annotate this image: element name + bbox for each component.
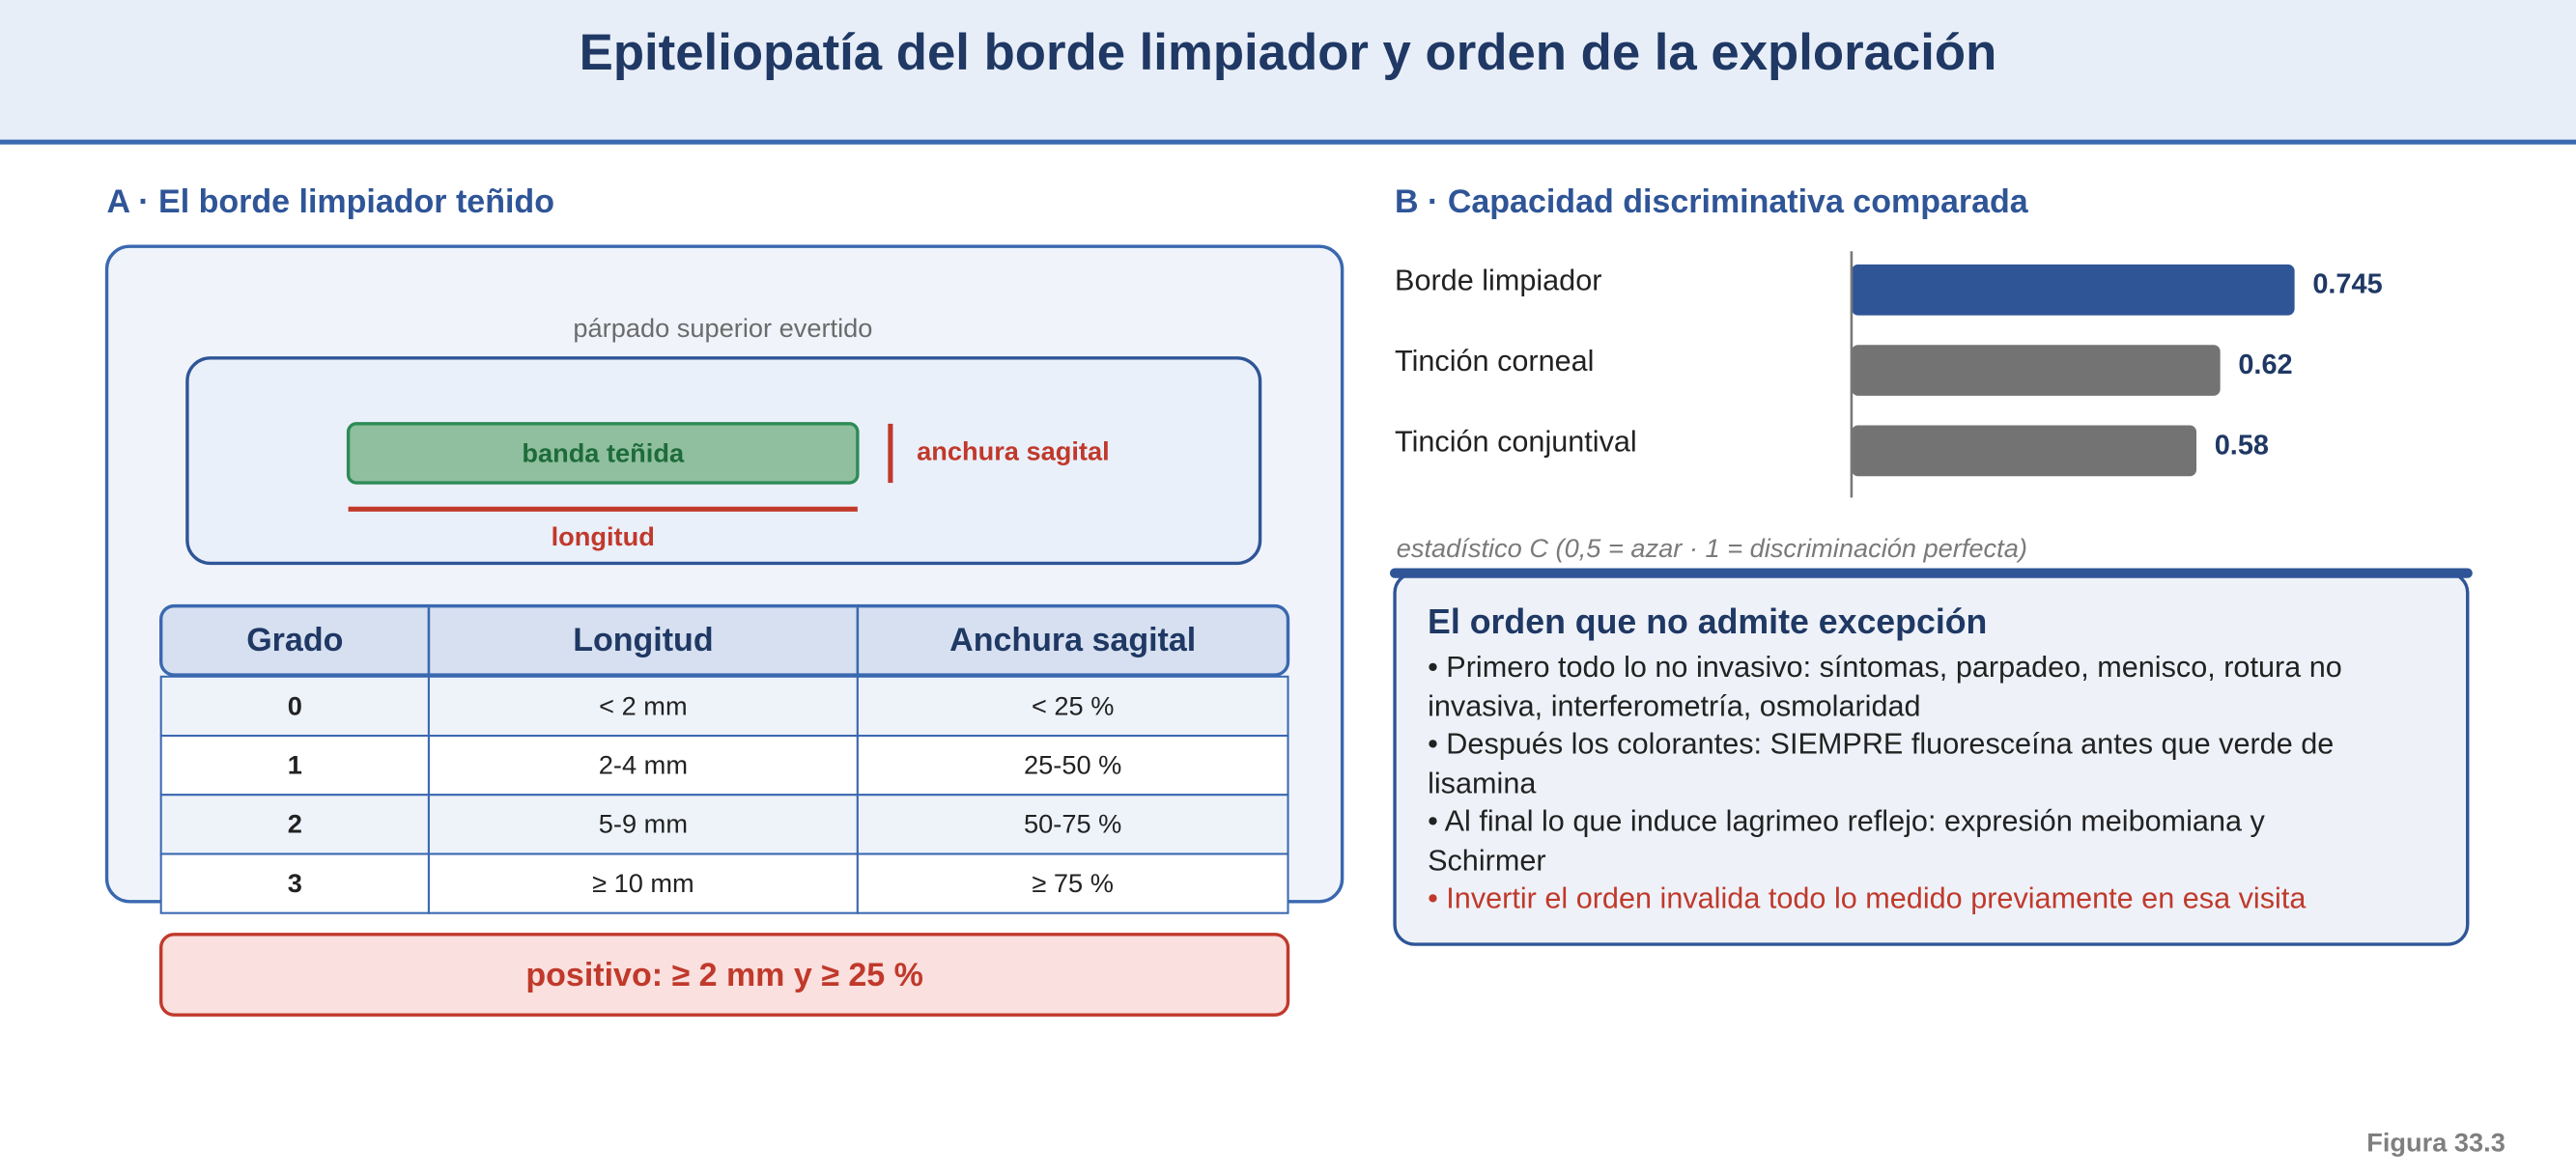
figure-label: Figura 33.3	[2366, 1128, 2505, 1158]
length-label: longitud	[552, 521, 655, 551]
table-cell-bg	[159, 675, 430, 738]
table-cell-bg	[427, 675, 859, 738]
eyelid-label: párpado superior evertido	[573, 313, 872, 343]
chart-title: B · Capacidad discriminativa comparada	[1395, 183, 2029, 220]
table-cell: < 25 %	[1032, 690, 1114, 720]
bullet-list: • Primero todo lo no invasivo: síntomas,…	[1428, 649, 2356, 919]
bullet: • Primero todo lo no invasivo: síntomas,…	[1428, 650, 2342, 722]
positive-criterion: positivo: ≥ 2 mm y ≥ 25 %	[525, 957, 922, 993]
table-cell-bg	[427, 794, 859, 855]
table-cell: ≥ 75 %	[1032, 868, 1114, 898]
category-label: Borde limpiador	[1395, 265, 1601, 297]
table-cell: 5-9 mm	[599, 809, 688, 839]
bar	[1851, 264, 2295, 316]
header-bg	[0, 0, 2576, 142]
table-cell: 3	[288, 868, 302, 898]
table-cell: 50-75 %	[1024, 809, 1121, 839]
table-cell: 0	[288, 690, 302, 720]
table-header-cell: Longitud	[573, 622, 713, 658]
grade-table: Grado Longitud Anchura sagital 0 < 2 mm < 25 …	[158, 603, 1290, 914]
value-label: 0.745	[2312, 269, 2382, 300]
panel-a-title: A · El borde limpiador teñido	[107, 183, 554, 220]
table-cell-bg	[856, 675, 1289, 738]
category-label: Tinción corneal	[1395, 345, 1594, 378]
value-label: 0.62	[2238, 350, 2292, 380]
bar	[1851, 345, 2221, 396]
table-cell: 1	[288, 750, 302, 780]
table-header-cell: Grado	[246, 622, 343, 658]
table-cell: ≥ 10 mm	[592, 868, 694, 898]
category-label: Tinción conjuntival	[1395, 425, 1637, 458]
bar-chart: Borde limpiador 0.745 Tinción corneal 0.62 T…	[1395, 251, 2383, 498]
stained-band	[346, 422, 860, 485]
title: Epiteliopatía del borde limpiador y orde…	[580, 24, 1997, 81]
value-label: 0.58	[2215, 430, 2269, 461]
bullet: • Después los colorantes: SIEMPRE fluore…	[1428, 727, 2335, 799]
table-cell-bg	[159, 853, 430, 914]
bullet: • Al final lo que induce lagrimeo reflej…	[1428, 804, 2265, 877]
table-cell-bg	[856, 853, 1289, 914]
band-label: banda teñida	[522, 437, 685, 467]
x-axis-label: estadístico C (0,5 = azar · 1 = discrimi…	[1397, 533, 2027, 563]
bullets: • Primero todo lo no invasivo: síntomas,…	[1428, 649, 2356, 919]
table-cell: 25-50 %	[1024, 750, 1121, 780]
table-cell-bg	[427, 853, 859, 914]
table-header-bg	[158, 603, 1290, 677]
table-header-cell: Anchura sagital	[949, 622, 1196, 658]
table-cell: < 2 mm	[599, 690, 687, 720]
table-cell: 2-4 mm	[599, 750, 688, 780]
order-box-title: El orden que no admite excepción	[1428, 602, 1987, 641]
table-cell: 2	[288, 809, 302, 839]
bar	[1851, 425, 2197, 477]
positive-box	[158, 933, 1290, 1017]
width-label: anchura sagital	[917, 436, 1110, 466]
table-cell-bg	[856, 794, 1289, 855]
bullet: • Invertir el orden invalida todo lo med…	[1428, 881, 2307, 915]
